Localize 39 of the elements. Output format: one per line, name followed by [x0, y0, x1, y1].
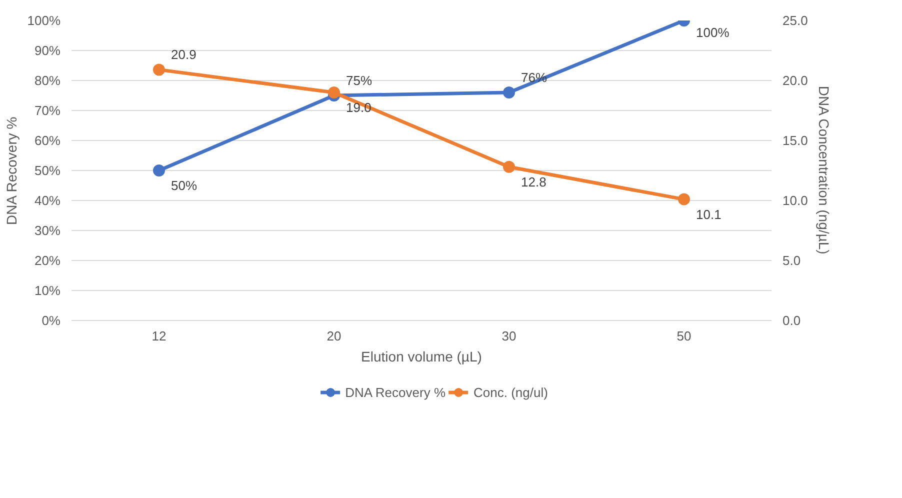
y2-tick-label: 15.0 [782, 133, 808, 148]
data-label: 50% [171, 178, 198, 193]
point [153, 164, 165, 176]
point [503, 160, 515, 173]
data-label: 75% [346, 73, 372, 88]
y-tick-label: 80% [34, 73, 61, 88]
y-tick-label: 40% [34, 193, 61, 208]
x-tick-label: 30 [502, 328, 516, 344]
y2-tick-label: 10.0 [782, 193, 808, 208]
data-label: 10.1 [696, 206, 722, 222]
data-label: 12.8 [521, 174, 546, 190]
y-tick-label: 70% [34, 103, 61, 118]
y-axis-title: DNA Recovery % [3, 116, 20, 225]
data-label: 100% [696, 25, 730, 40]
point [328, 86, 340, 98]
point [678, 193, 690, 206]
y-tick-label: 100% [27, 13, 61, 28]
y-tick-label: 60% [34, 133, 61, 148]
y-tick-label: 20% [34, 253, 61, 268]
data-label: 19.0 [346, 100, 372, 115]
y2-tick-label: 5.0 [782, 253, 801, 268]
point [503, 86, 515, 98]
y-tick-label: 0% [42, 313, 61, 328]
x-axis-title: Elution volume (µL) [361, 348, 482, 364]
legend-label: DNA Recovery % [345, 384, 446, 400]
point [153, 64, 165, 76]
x-tick-label: 12 [152, 328, 166, 344]
y2-tick-label: 20.0 [782, 73, 808, 88]
legend-label: Conc. (ng/ul) [474, 384, 548, 400]
y-tick-label: 30% [34, 223, 61, 238]
data-label: 20.9 [171, 47, 196, 62]
y2-tick-label: 0.0 [782, 313, 801, 328]
x-tick-label: 20 [326, 328, 342, 344]
y-tick-label: 10% [34, 283, 61, 298]
y-tick-label: 90% [34, 43, 61, 58]
y2-tick-label: 25.0 [782, 13, 808, 28]
y-tick-label: 50% [34, 163, 61, 178]
x-tick-label: 50 [676, 328, 692, 344]
y2-axis-title: DNA Concentration (ng/µL) [816, 86, 832, 254]
